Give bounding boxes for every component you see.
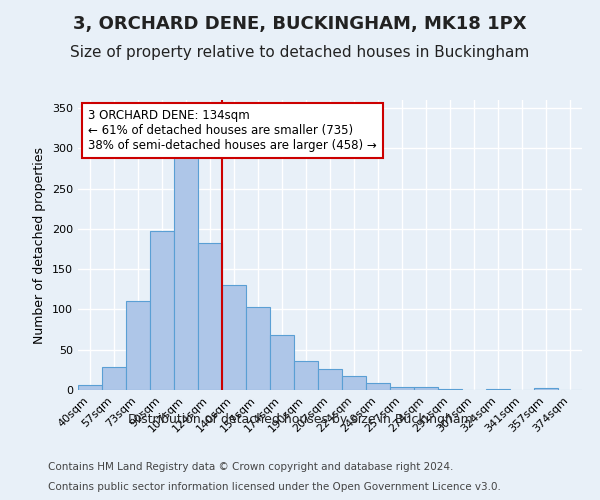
Bar [198,244,222,390]
Bar [150,230,174,390]
Bar [78,385,102,390]
Bar [438,389,462,390]
Text: Contains HM Land Registry data © Crown copyright and database right 2024.: Contains HM Land Registry data © Crown c… [48,462,454,472]
Text: Distribution of detached houses by size in Buckingham: Distribution of detached houses by size … [128,412,472,426]
Bar [246,307,270,390]
Bar [390,387,414,390]
Text: 3 ORCHARD DENE: 134sqm
← 61% of detached houses are smaller (735)
38% of semi-de: 3 ORCHARD DENE: 134sqm ← 61% of detached… [88,108,377,152]
Text: Contains public sector information licensed under the Open Government Licence v3: Contains public sector information licen… [48,482,501,492]
Bar [294,361,318,390]
Bar [174,152,198,390]
Bar [366,383,390,390]
Y-axis label: Number of detached properties: Number of detached properties [34,146,46,344]
Bar [534,388,558,390]
Bar [486,389,510,390]
Text: Size of property relative to detached houses in Buckingham: Size of property relative to detached ho… [70,45,530,60]
Bar [102,368,126,390]
Bar [342,376,366,390]
Bar [318,369,342,390]
Bar [414,387,438,390]
Text: 3, ORCHARD DENE, BUCKINGHAM, MK18 1PX: 3, ORCHARD DENE, BUCKINGHAM, MK18 1PX [73,15,527,33]
Bar [222,286,246,390]
Bar [126,300,150,390]
Bar [270,335,294,390]
